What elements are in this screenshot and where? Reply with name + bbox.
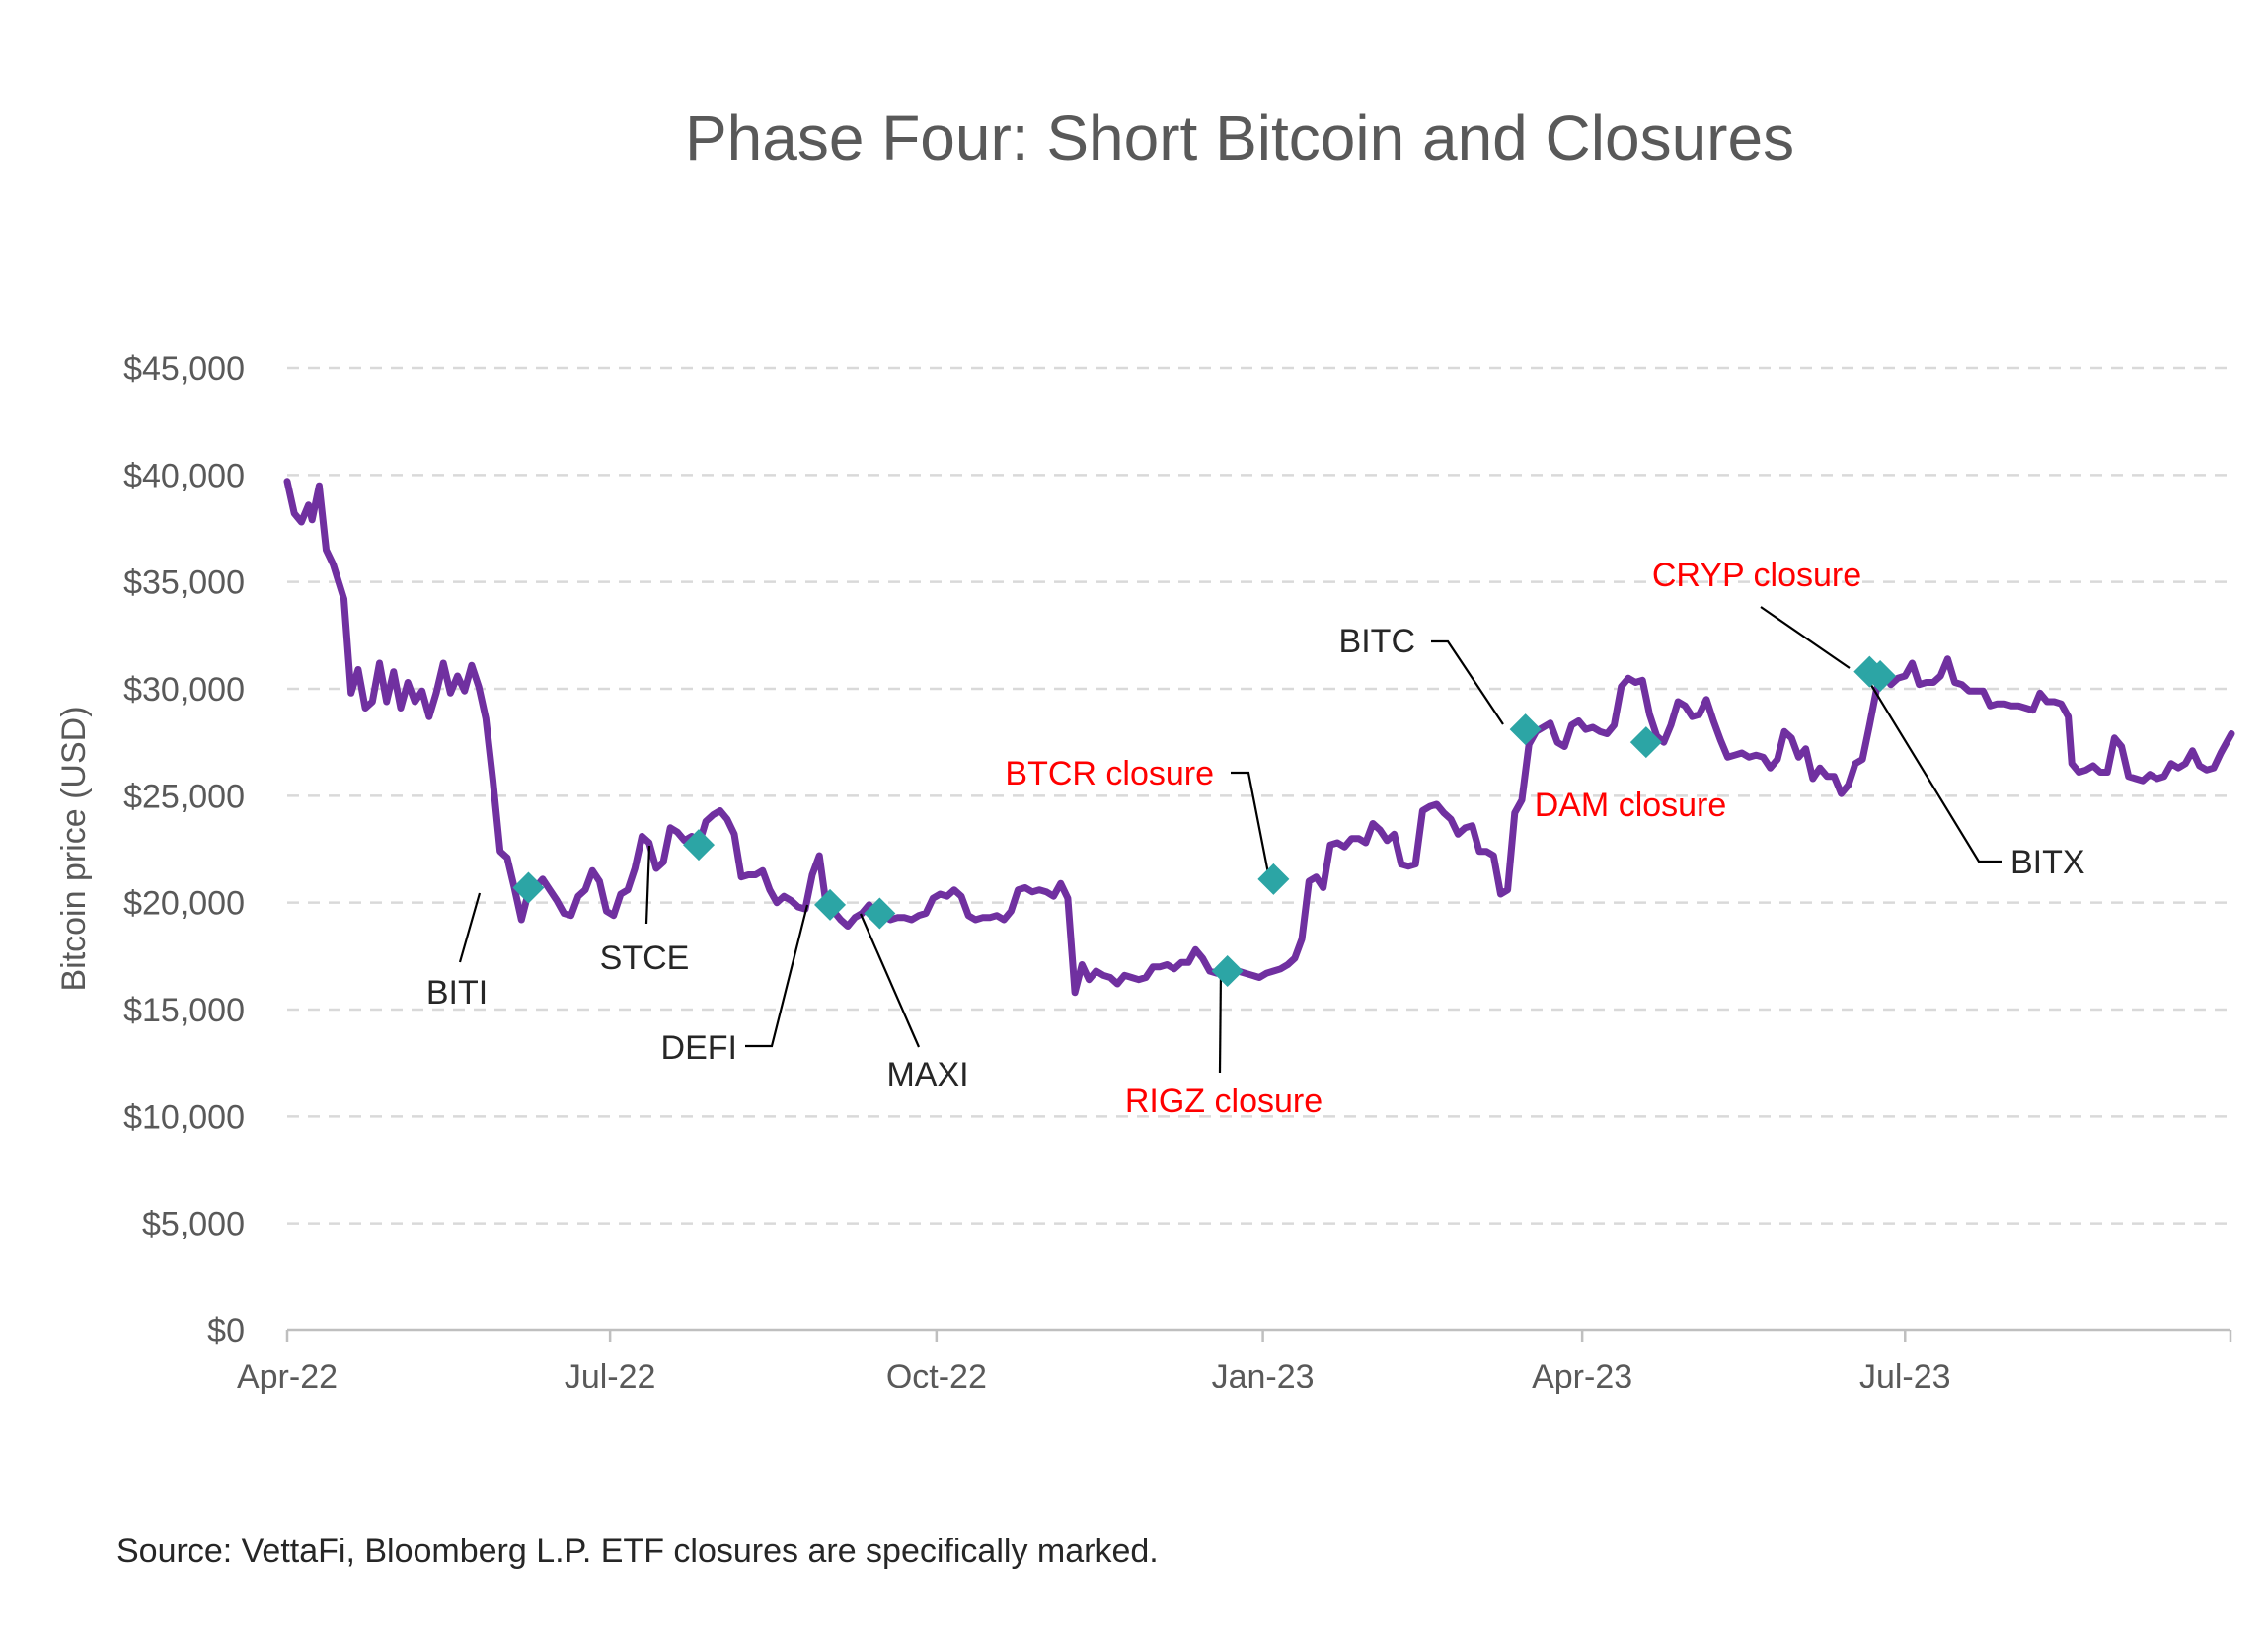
y-tick-label: $5,000	[142, 1206, 245, 1243]
leader-line-defi	[745, 904, 809, 1048]
x-tick-label: Apr-23	[1532, 1358, 1632, 1395]
annotation-stce: STCE	[600, 939, 690, 977]
leader-line-rigz-closure	[1218, 969, 1223, 1074]
annotation-cryp-closure: CRYP closure	[1652, 557, 1861, 594]
annotation-defi: DEFI	[661, 1029, 737, 1067]
leader-line-bitc	[1431, 639, 1504, 725]
x-tick-label: Jul-23	[1859, 1358, 1951, 1395]
marker-maxi	[864, 897, 896, 930]
x-axis: Apr-22 Jul-22 Oct-22 Jan-23 Apr-23 Jul-23	[237, 1328, 2232, 1395]
y-tick-label: $0	[207, 1313, 245, 1350]
annotation-biti: BITI	[426, 974, 488, 1012]
annotation-callouts: BITI STCE DEFI MAXI RIGZ closure BTCR closure…	[426, 557, 2085, 1120]
annotation-btcr-closure: BTCR closure	[1005, 755, 1214, 792]
y-tick-label: $10,000	[123, 1098, 245, 1136]
x-tick-label: Apr-22	[237, 1358, 338, 1395]
marker-dam-closure	[1629, 726, 1662, 759]
series-line-group	[283, 478, 2235, 997]
source-note: Source: VettaFi, Bloomberg L.P. ETF clos…	[116, 1533, 1159, 1570]
annotation-maxi: MAXI	[886, 1056, 968, 1093]
gridlines	[287, 366, 2230, 1225]
marker-btcr-closure	[1257, 863, 1290, 895]
annotation-bitc: BITC	[1339, 623, 1415, 660]
x-tick-label: Jul-22	[565, 1358, 656, 1395]
leader-line-bitx	[1865, 676, 2002, 863]
leader-line-btcr-closure	[1231, 771, 1270, 874]
marker-bitc	[1509, 713, 1542, 746]
annotation-bitx: BITX	[2010, 844, 2085, 881]
x-tick-label: Oct-22	[886, 1358, 987, 1395]
annotation-dam-closure: DAM closure	[1535, 787, 1727, 824]
marker-group	[512, 655, 1897, 987]
y-tick-label: $45,000	[123, 350, 245, 388]
leader-line-biti	[458, 892, 482, 963]
annotation-rigz-closure: RIGZ closure	[1125, 1083, 1323, 1120]
leader-line-stce	[644, 845, 651, 925]
marker-stce	[683, 829, 716, 862]
y-axis-tick-labels: $0 $5,000 $10,000 $15,000 $20,000 $25,000 $30,…	[123, 350, 245, 1350]
x-tick-label: Jan-23	[1212, 1358, 1315, 1395]
y-tick-label: $40,000	[123, 457, 245, 494]
marker-biti	[512, 871, 545, 904]
y-tick-label: $30,000	[123, 671, 245, 709]
y-tick-label: $15,000	[123, 992, 245, 1029]
y-tick-label: $20,000	[123, 885, 245, 923]
price-line	[283, 478, 2235, 997]
leader-line-maxi	[859, 913, 921, 1048]
chart-title: Phase Four: Short Bitcoin and Closures	[685, 103, 1794, 174]
leader-line-cryp-closure	[1760, 606, 1851, 669]
y-tick-label: $25,000	[123, 778, 245, 815]
marker-defi	[814, 888, 847, 921]
y-tick-label: $35,000	[123, 564, 245, 602]
marker-bitx	[1864, 660, 1897, 692]
marker-rigz-closure	[1211, 955, 1244, 987]
y-axis-label: Bitcoin price (USD)	[55, 706, 93, 991]
